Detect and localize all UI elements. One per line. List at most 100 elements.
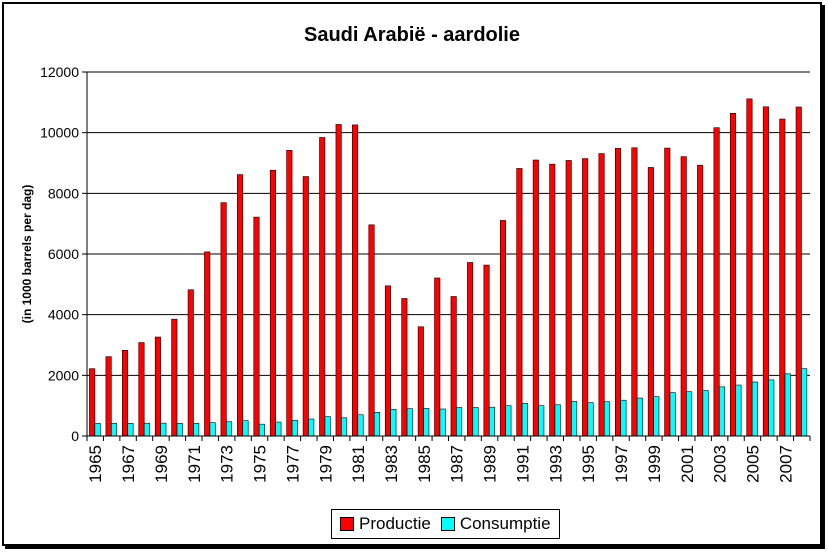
bar-consumptie-1987 [456,407,463,437]
x-tick-label: 1977 [283,445,302,483]
bar-consumptie-1975 [258,423,265,437]
bar-productie-1966 [105,356,112,437]
x-tick-label: 1965 [86,445,105,483]
bar-consumptie-2003 [718,386,726,437]
y-tick-label: 6000 [48,246,79,262]
y-tick-label: 0 [71,428,79,444]
chart-title: Saudi Arabië - aardolie [304,24,520,46]
legend-swatch-consumptie [440,517,455,531]
y-tick-label: 10000 [40,125,79,141]
bar-consumptie-1981 [357,414,364,437]
bar-consumptie-1980 [341,417,348,437]
bar-productie-1967 [122,350,129,437]
x-tick-label: 1983 [382,445,401,483]
bar-productie-1992 [532,159,539,437]
bar-consumptie-1994 [571,401,578,437]
y-tick-label: 8000 [48,185,79,201]
bar-productie-1973 [220,202,227,437]
bar-productie-1990 [499,220,506,437]
bar-productie-1994 [565,160,572,437]
bar-productie-1978 [302,176,309,437]
x-tick-label: 1995 [579,445,598,483]
bar-productie-2000 [664,147,671,437]
x-tick-label: 2005 [743,445,762,483]
x-tick-label: 1979 [316,445,335,483]
bar-consumptie-1983 [390,409,397,437]
bar-productie-2004 [730,113,737,437]
bar-consumptie-1977 [291,419,298,437]
bar-consumptie-2006 [768,379,775,437]
y-tick-label: 4000 [48,307,79,323]
bar-productie-1988 [467,262,474,437]
bar-productie-1997 [614,148,622,437]
bar-productie-2005 [746,98,753,437]
bar-consumptie-1976 [275,421,282,437]
bar-consumptie-1967 [127,423,134,437]
bar-consumptie-1968 [143,422,150,437]
bar-productie-2007 [779,118,786,437]
bar-consumptie-1970 [176,423,183,437]
x-tick-label: 1993 [546,445,565,483]
x-tick-label: 1987 [448,445,467,483]
bar-productie-1983 [384,285,391,437]
x-tick-label: 1975 [251,445,270,483]
bar-productie-1993 [549,163,556,437]
bar-productie-1972 [204,251,211,437]
bar-consumptie-1973 [226,421,233,437]
bar-productie-1977 [286,149,293,437]
bar-productie-1969 [154,336,161,437]
legend-label-consumptie: Consumptie [459,514,551,533]
bar-consumptie-2002 [702,390,709,437]
x-tick-label: 2001 [678,445,697,483]
bar-consumptie-2008 [801,368,808,437]
bar-productie-1976 [269,169,276,437]
bar-productie-1974 [237,174,244,437]
bar-consumptie-1992 [538,405,545,437]
x-tick-label: 1985 [415,445,434,483]
bar-productie-1996 [598,153,605,437]
bar-productie-1985 [417,326,424,437]
x-tick-label: 1997 [612,445,631,483]
bar-productie-1975 [253,216,260,437]
y-axis-label: (in 1000 barrels per dag) [20,185,34,324]
bar-productie-2001 [680,156,687,437]
legend: Productie Consumptie [331,509,560,539]
bar-productie-1999 [647,167,654,437]
bar-productie-1995 [582,158,589,437]
bar-consumptie-2005 [751,381,758,437]
bar-consumptie-1984 [406,408,413,437]
bar-consumptie-1991 [521,402,528,437]
bar-productie-1984 [401,298,408,437]
bar-consumptie-1988 [472,407,479,437]
bar-consumptie-1999 [653,396,660,437]
bar-productie-1989 [483,264,490,437]
bar-productie-2008 [795,106,802,437]
bar-consumptie-1993 [554,404,561,437]
x-tick-label: 1973 [218,445,237,483]
bar-consumptie-1971 [193,422,200,437]
bar-consumptie-1998 [636,397,643,437]
bar-consumptie-1990 [505,405,512,437]
bar-consumptie-1997 [620,399,627,437]
bar-consumptie-1978 [308,418,315,437]
bar-consumptie-1972 [209,422,216,437]
y-tick-label: 2000 [48,367,79,383]
bar-productie-1971 [187,289,194,437]
bar-consumptie-1995 [587,402,594,437]
x-tick-label: 1967 [119,445,138,483]
bar-productie-1987 [450,296,457,437]
bar-productie-1965 [89,368,96,437]
x-tick-label: 1981 [349,445,368,483]
bar-productie-1986 [434,277,441,437]
x-tick-label: 2007 [776,445,795,483]
bar-productie-1980 [335,124,342,437]
bar-consumptie-2001 [686,391,693,437]
bar-productie-1970 [171,318,178,437]
legend-swatch-productie [340,517,354,531]
bar-productie-1979 [319,137,326,437]
legend-label-productie: Productie [359,514,431,533]
y-tick-label: 12000 [40,64,79,80]
legend-item-consumptie: Consumptie [440,514,551,534]
bar-productie-2002 [697,164,704,437]
